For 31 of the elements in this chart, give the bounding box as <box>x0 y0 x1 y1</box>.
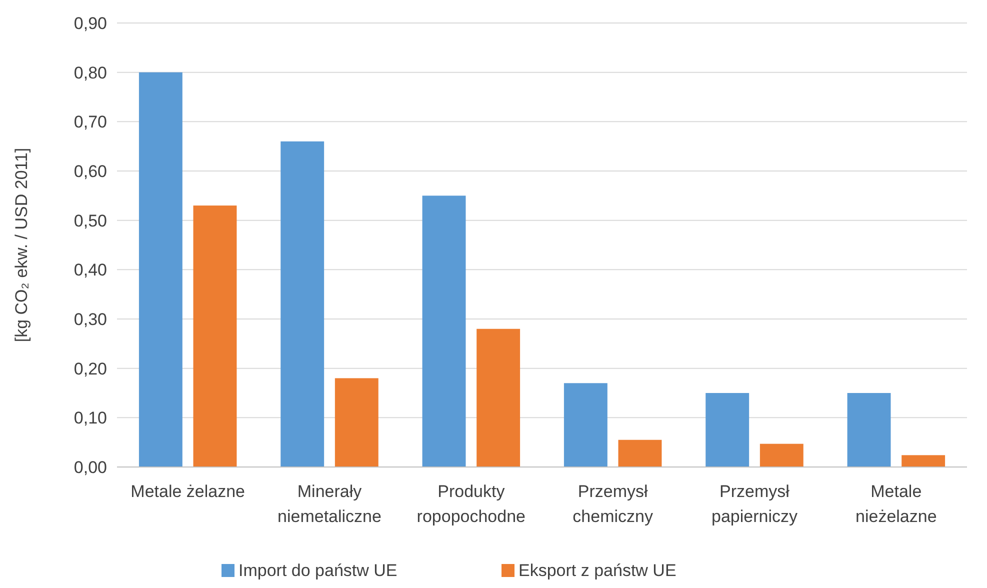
y-tick-label: 0,50 <box>74 211 107 230</box>
y-tick-label: 0,80 <box>74 63 107 82</box>
y-tick-label: 0,70 <box>74 112 107 132</box>
y-tick-label: 0,30 <box>74 310 107 329</box>
bar <box>902 455 946 467</box>
x-tick-label: Metale żelazne <box>130 482 246 501</box>
bar <box>193 206 237 467</box>
bar <box>618 440 662 467</box>
legend-label: Eksport z państw UE <box>518 561 676 580</box>
bar <box>422 196 466 467</box>
x-tick-label: Minerały niemetaliczne <box>278 482 382 526</box>
y-axis-title: [kg CO₂ ekw. / USD 2011] <box>12 148 31 342</box>
bar <box>760 444 804 467</box>
x-tick-label: Produkty ropopochodne <box>416 482 526 526</box>
y-tick-label: 0,00 <box>74 458 107 477</box>
x-tick-label: Przemysł chemiczny <box>572 482 654 526</box>
bar <box>706 393 750 467</box>
y-tick-label: 0,10 <box>74 408 107 428</box>
y-tick-label: 0,90 <box>74 14 107 33</box>
legend-label: Import do państw UE <box>238 561 398 580</box>
bar <box>138 72 182 467</box>
y-tick-label: 0,40 <box>74 260 107 280</box>
y-tick-label: 0,20 <box>74 359 107 378</box>
y-tick-label: 0,60 <box>74 162 107 181</box>
bar <box>564 383 608 467</box>
bar <box>476 328 520 467</box>
bar <box>280 141 324 467</box>
bar <box>334 378 378 467</box>
x-tick-label: Metale nieżelazne <box>856 482 937 526</box>
x-tick-label: Przemysł papierniczy <box>712 482 798 526</box>
bar <box>847 393 891 467</box>
